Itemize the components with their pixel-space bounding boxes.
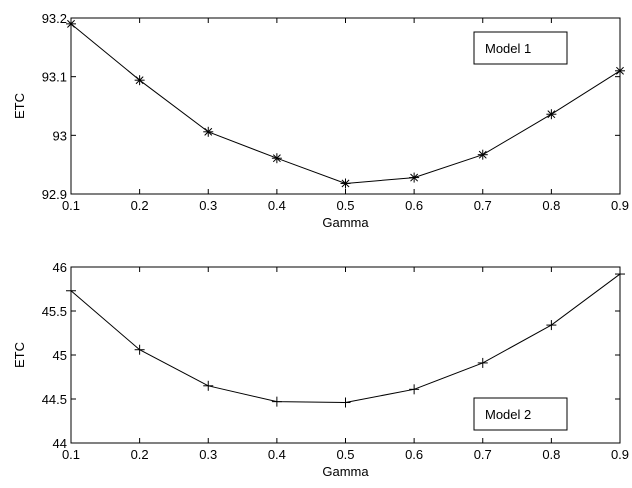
- legend: Model 1: [473, 31, 568, 65]
- x-axis-label: Gamma: [322, 215, 369, 230]
- x-tick-label: 0.7: [474, 447, 492, 462]
- x-tick-label: 0.3: [199, 198, 217, 213]
- x-tick-label: 0.5: [336, 198, 354, 213]
- y-axis-label: ETC: [12, 93, 27, 119]
- chart-panel-1: 0.1 0.2 0.3 0.4 0.5 0.6 0.7 0.8 0.9 92.9 93 93.1 93.…: [12, 11, 629, 230]
- data-point: [477, 357, 488, 368]
- data-point: [203, 126, 214, 137]
- data-point: [409, 384, 420, 395]
- legend-box: [473, 31, 568, 65]
- y-tick-label: 44: [53, 436, 67, 451]
- data-point: [134, 75, 145, 86]
- y-tick-label: 92.9: [42, 187, 67, 202]
- y-tick-label: 93.1: [42, 70, 67, 85]
- x-tick-label: 0.7: [474, 198, 492, 213]
- data-point: [546, 109, 557, 120]
- data-point: [340, 397, 351, 408]
- y-tick-label: 45.5: [42, 304, 67, 319]
- data-point: [615, 269, 625, 280]
- x-tick-label: 0.5: [336, 447, 354, 462]
- x-axis-label: Gamma: [322, 464, 369, 479]
- y-tick-label: 44.5: [42, 392, 67, 407]
- x-tick-label: 0.9: [611, 198, 629, 213]
- y-axis-label: ETC: [12, 342, 27, 368]
- legend-label: Model 1: [485, 41, 531, 56]
- data-point: [340, 178, 351, 189]
- x-tick-label: 0.8: [542, 198, 560, 213]
- y-tick-label: 93.2: [42, 11, 67, 26]
- x-tick-label: 0.4: [268, 198, 286, 213]
- y-tick-label: 45: [53, 348, 67, 363]
- x-tick-label: 0.6: [405, 447, 423, 462]
- x-tick-label: 0.9: [611, 447, 629, 462]
- data-point: [271, 153, 282, 164]
- x-tick-label: 0.1: [62, 447, 80, 462]
- data-point: [134, 344, 145, 355]
- data-point: [409, 172, 420, 183]
- data-point: [66, 18, 76, 29]
- data-point: [546, 320, 557, 331]
- legend-label: Model 2: [485, 407, 531, 422]
- legend-box: [473, 397, 568, 431]
- y-tick-label: 46: [53, 260, 67, 275]
- chart-panel-2: 0.1 0.2 0.3 0.4 0.5 0.6 0.7 0.8 0.9 44 44.5 45 45.5 4…: [12, 260, 629, 479]
- data-point: [203, 380, 214, 391]
- y-tick-label: 93: [53, 128, 67, 143]
- x-tick-label: 0.2: [131, 447, 149, 462]
- x-tick-label: 0.3: [199, 447, 217, 462]
- data-point: [66, 285, 76, 296]
- x-tick-label: 0.2: [131, 198, 149, 213]
- x-tick-label: 0.4: [268, 447, 286, 462]
- data-point: [271, 396, 282, 407]
- x-tick-label: 0.1: [62, 198, 80, 213]
- x-tick-label: 0.6: [405, 198, 423, 213]
- x-tick-label: 0.8: [542, 447, 560, 462]
- data-point: [615, 65, 625, 76]
- legend: Model 2: [473, 397, 568, 431]
- data-point: [477, 149, 488, 160]
- series-line: [70, 273, 621, 404]
